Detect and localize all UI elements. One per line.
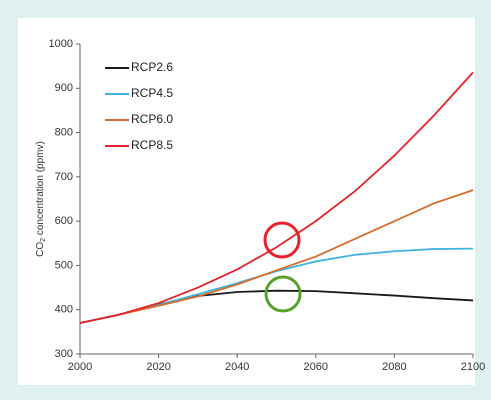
y-label-part: concentration (ppmv) xyxy=(35,141,46,238)
y-tick-label: 900 xyxy=(55,82,73,94)
x-tick-label: 2100 xyxy=(461,361,485,373)
highlight-circle xyxy=(263,221,301,259)
y-tick-label: 400 xyxy=(55,304,73,316)
x-tick-label: 2040 xyxy=(225,361,249,373)
y-tick-label: 300 xyxy=(55,348,73,360)
legend-label: RCP6.0 xyxy=(131,112,173,126)
x-tick-label: 2020 xyxy=(146,361,170,373)
legend-label: RCP4.5 xyxy=(131,86,173,100)
x-tick-label: 2060 xyxy=(304,361,328,373)
y-tick-label: 800 xyxy=(55,126,73,138)
series-line xyxy=(79,189,474,324)
plot: 300 400 500 600 700 800 900 1000 2000 2020 2040 206… xyxy=(49,38,486,373)
series-line xyxy=(79,71,474,324)
x-tick-label: 2080 xyxy=(382,361,406,373)
panel xyxy=(18,18,475,385)
y-tick-label: 500 xyxy=(55,259,73,271)
legend: RCP2.6 RCP4.5 RCP6.0 RCP8.5 xyxy=(105,60,173,152)
highlight-circle xyxy=(264,275,302,313)
y-tick-label: 600 xyxy=(55,215,73,227)
legend-label: RCP2.6 xyxy=(131,60,173,74)
x-tick-label: 2000 xyxy=(68,361,92,373)
y-tick-label: 700 xyxy=(55,171,73,183)
y-label-part: CO xyxy=(35,242,46,257)
legend-label: RCP8.5 xyxy=(131,138,173,152)
y-tick-label: 1000 xyxy=(49,38,73,50)
y-axis-label: CO2 concentration (ppmv) xyxy=(35,141,48,257)
y-label-sub: 2 xyxy=(40,238,47,242)
